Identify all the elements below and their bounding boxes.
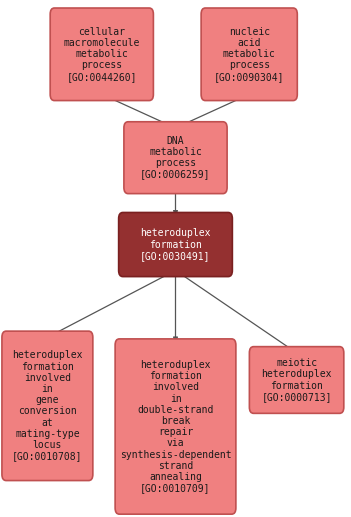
FancyBboxPatch shape (115, 339, 236, 514)
Text: nucleic
acid
metabolic
process
[GO:0090304]: nucleic acid metabolic process [GO:00903… (214, 27, 284, 82)
FancyBboxPatch shape (50, 8, 153, 100)
FancyBboxPatch shape (124, 122, 227, 194)
FancyBboxPatch shape (2, 331, 93, 481)
Text: heteroduplex
formation
involved
in
gene
conversion
at
mating-type
locus
[GO:0010: heteroduplex formation involved in gene … (12, 351, 82, 461)
Text: DNA
metabolic
process
[GO:0006259]: DNA metabolic process [GO:0006259] (140, 136, 211, 179)
Text: cellular
macromolecule
metabolic
process
[GO:0044260]: cellular macromolecule metabolic process… (64, 27, 140, 82)
Text: heteroduplex
formation
involved
in
double-strand
break
repair
via
synthesis-depe: heteroduplex formation involved in doubl… (120, 360, 231, 493)
FancyBboxPatch shape (201, 8, 297, 100)
Text: meiotic
heteroduplex
formation
[GO:0000713]: meiotic heteroduplex formation [GO:00007… (261, 358, 332, 402)
FancyBboxPatch shape (249, 346, 344, 414)
Text: heteroduplex
formation
[GO:0030491]: heteroduplex formation [GO:0030491] (140, 229, 211, 261)
FancyBboxPatch shape (119, 212, 232, 277)
